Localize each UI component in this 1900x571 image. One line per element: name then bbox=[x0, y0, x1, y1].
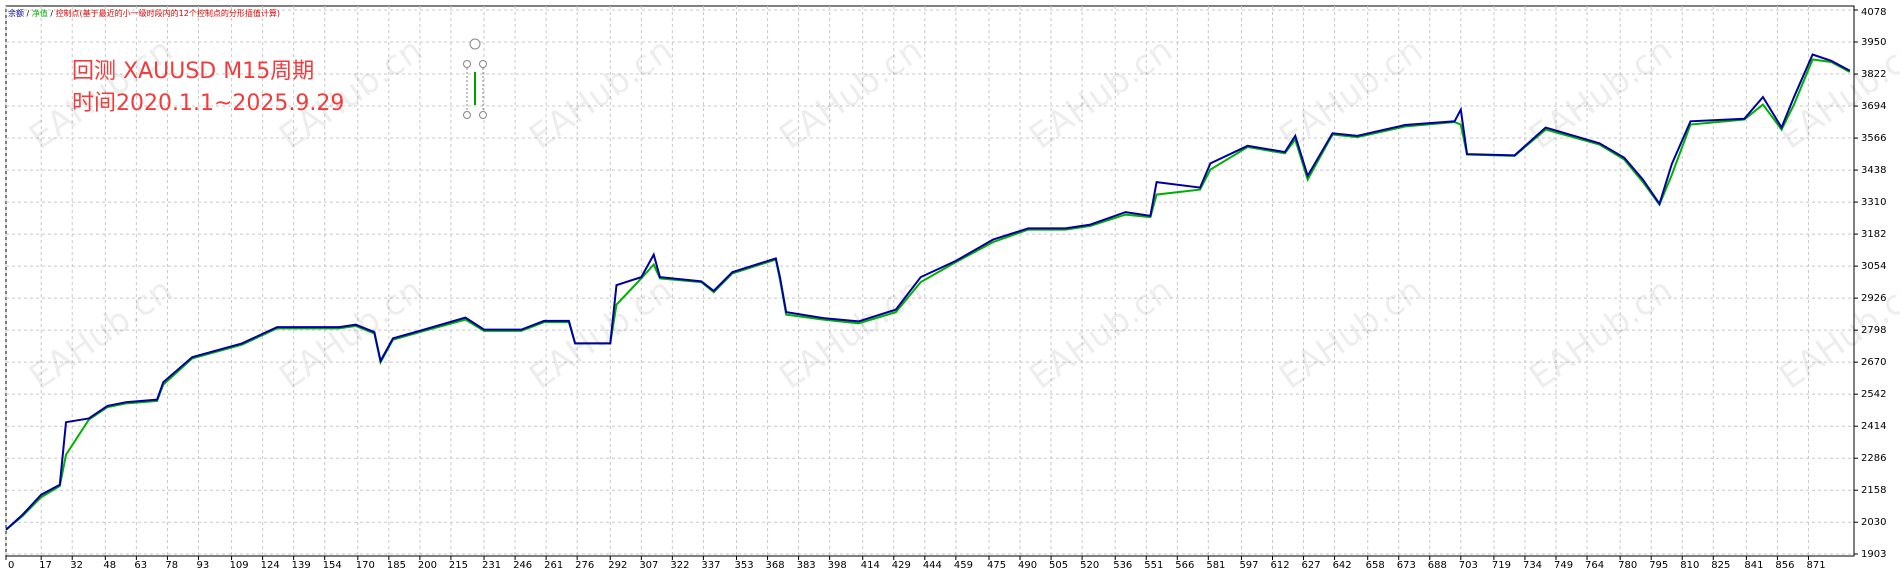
y-tick-label: 4078 bbox=[1861, 7, 1886, 18]
x-tick-label: 795 bbox=[1649, 560, 1668, 571]
x-tick-label: 429 bbox=[892, 560, 911, 571]
y-tick-label: 3054 bbox=[1861, 261, 1886, 272]
x-tick-label: 871 bbox=[1806, 560, 1825, 571]
y-tick-label: 2414 bbox=[1861, 421, 1886, 432]
x-tick-label: 490 bbox=[1018, 560, 1037, 571]
x-tick-label: 612 bbox=[1270, 560, 1289, 571]
legend-entry: 余额 bbox=[8, 8, 24, 18]
x-tick-label: 78 bbox=[165, 560, 178, 571]
x-tick-label: 353 bbox=[735, 560, 754, 571]
x-tick-label: 734 bbox=[1523, 560, 1542, 571]
x-tick-label: 17 bbox=[39, 560, 52, 571]
x-tick-label: 825 bbox=[1711, 560, 1730, 571]
x-tick-label: 109 bbox=[230, 560, 249, 571]
series-line bbox=[5, 58, 1851, 531]
x-tick-label: 231 bbox=[482, 560, 501, 571]
x-tick-label: 642 bbox=[1333, 560, 1352, 571]
x-tick-label: 154 bbox=[323, 560, 342, 571]
plot-area bbox=[5, 5, 1855, 557]
x-tick-label: 32 bbox=[70, 560, 83, 571]
x-tick-label: 764 bbox=[1585, 560, 1604, 571]
x-tick-label: 383 bbox=[797, 560, 816, 571]
drawing-object bbox=[463, 38, 487, 119]
series bbox=[5, 53, 1851, 531]
y-tick-label: 3438 bbox=[1861, 165, 1886, 176]
x-tick-label: 414 bbox=[861, 560, 880, 571]
x-tick-label: 536 bbox=[1113, 560, 1132, 571]
x-tick-label: 337 bbox=[701, 560, 720, 571]
y-tick-label: 2798 bbox=[1861, 325, 1886, 336]
x-tick-label: 566 bbox=[1175, 560, 1194, 571]
annotation: 时间2020.1.1~2025.9.29 bbox=[72, 91, 344, 116]
x-tick-label: 597 bbox=[1239, 560, 1258, 571]
x-tick-label: 261 bbox=[544, 560, 563, 571]
x-tick-label: 185 bbox=[387, 560, 406, 571]
x-tick-label: 215 bbox=[449, 560, 468, 571]
x-tick-label: 307 bbox=[639, 560, 658, 571]
series-line bbox=[5, 53, 1851, 531]
x-tick-label: 856 bbox=[1775, 560, 1794, 571]
y-tick-label: 2158 bbox=[1861, 485, 1886, 496]
x-tick-label: 505 bbox=[1049, 560, 1068, 571]
x-tick-label: 322 bbox=[670, 560, 689, 571]
x-tick-label: 551 bbox=[1144, 560, 1163, 571]
legend-entry: 净值 bbox=[32, 8, 48, 18]
x-tick-label: 200 bbox=[418, 560, 437, 571]
x-tick-label: 368 bbox=[766, 560, 785, 571]
x-tick-label: 246 bbox=[513, 560, 532, 571]
x-tick-label: 688 bbox=[1428, 560, 1447, 571]
x-tick-label: 581 bbox=[1206, 560, 1225, 571]
y-tick-label: 3182 bbox=[1861, 229, 1886, 240]
x-tick-label: 63 bbox=[134, 560, 147, 571]
x-tick-label: 719 bbox=[1492, 560, 1511, 571]
y-tick-label: 2926 bbox=[1861, 293, 1886, 304]
y-tick-label: 3310 bbox=[1861, 197, 1886, 208]
y-tick-label: 1903 bbox=[1861, 549, 1886, 560]
x-tick-label: 703 bbox=[1459, 560, 1478, 571]
x-tick-label: 292 bbox=[608, 560, 627, 571]
y-tick-label: 3822 bbox=[1861, 69, 1886, 80]
x-tick-label: 459 bbox=[954, 560, 973, 571]
x-tick-label: 627 bbox=[1302, 560, 1321, 571]
x-tick-label: 475 bbox=[987, 560, 1006, 571]
x-tick-label: 749 bbox=[1554, 560, 1573, 571]
y-tick-label: 2286 bbox=[1861, 453, 1886, 464]
x-tick-label: 398 bbox=[828, 560, 847, 571]
x-tick-label: 520 bbox=[1080, 560, 1099, 571]
x-tick-label: 444 bbox=[923, 560, 942, 571]
x-tick-label: 658 bbox=[1366, 560, 1385, 571]
y-tick-label: 2542 bbox=[1861, 389, 1886, 400]
x-tick-label: 673 bbox=[1397, 560, 1416, 571]
x-tick-label: 810 bbox=[1680, 560, 1699, 571]
x-tick-label: 93 bbox=[196, 560, 209, 571]
x-tick-label: 170 bbox=[356, 560, 375, 571]
x-tick-label: 48 bbox=[103, 560, 116, 571]
x-tick-label: 0 bbox=[8, 560, 14, 571]
y-tick-label: 3694 bbox=[1861, 101, 1886, 112]
x-tick-label: 780 bbox=[1618, 560, 1637, 571]
legend: 余额 / 净值 / 控制点(基于最近的小一级时段内的12个控制点的分形插值计算) bbox=[8, 8, 280, 18]
y-tick-label: 2030 bbox=[1861, 517, 1886, 528]
legend-note: 控制点(基于最近的小一级时段内的12个控制点的分形插值计算) bbox=[56, 8, 280, 18]
annotation: 回测 XAUUSD M15周期 bbox=[72, 59, 314, 84]
x-tick-label: 841 bbox=[1744, 560, 1763, 571]
x-tick-label: 124 bbox=[261, 560, 280, 571]
y-tick-label: 3566 bbox=[1861, 133, 1886, 144]
grid bbox=[5, 6, 1854, 556]
y-tick-label: 3950 bbox=[1861, 37, 1886, 48]
y-tick-label: 2670 bbox=[1861, 357, 1886, 368]
x-tick-label: 139 bbox=[292, 560, 311, 571]
x-tick-label: 276 bbox=[575, 560, 594, 571]
